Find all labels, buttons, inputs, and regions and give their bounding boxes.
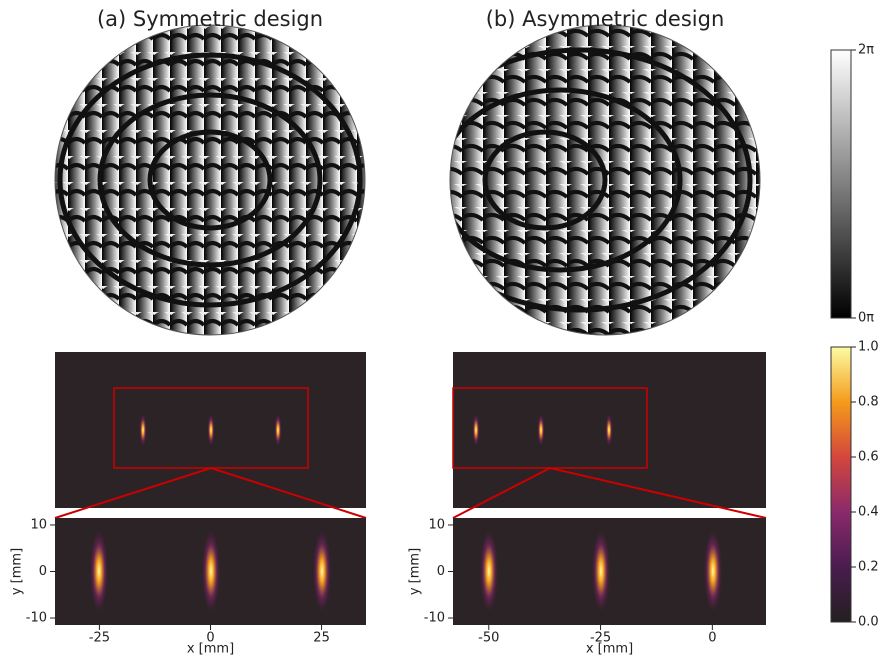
colorbar-tick-label: 0.8 (858, 395, 879, 410)
y-tick-label: 10 (428, 517, 445, 532)
colorbar-tick-label: 0.6 (858, 450, 879, 465)
intensity-colorbar (831, 347, 851, 622)
panel-title: (a) Symmetric design (97, 7, 323, 31)
figure: (a) Symmetric design -25 0 25 10 0 -10 x [mm] y … (0, 0, 881, 659)
y-axis-label: y [mm] (10, 548, 25, 595)
y-tick-label: -10 (424, 611, 445, 626)
y-tick-label: -10 (26, 611, 47, 626)
colorbar-tick-label: 0π (858, 311, 874, 326)
x-tick-label: 25 (313, 631, 330, 646)
colorbar-tick-label: 1.0 (858, 340, 879, 355)
y-axis-label: y [mm] (408, 548, 423, 595)
intensity-b (453, 352, 766, 625)
x-axis-label: x [mm] (187, 642, 234, 657)
phase-map-b (410, 25, 760, 335)
x-tick-label: -50 (478, 631, 499, 646)
x-tick-label: 0 (708, 631, 716, 646)
phase-colorbar (831, 50, 851, 318)
colorbar-tick-label: 0.2 (858, 560, 879, 575)
phase-map-a (55, 25, 365, 335)
y-tick-label: 0 (437, 564, 445, 579)
x-axis-label: x [mm] (586, 642, 633, 657)
colorbar-tick-label: 0.0 (858, 615, 879, 630)
colorbar-tick-label: 2π (858, 43, 874, 58)
colorbar-tick-label: 0.4 (858, 505, 879, 520)
y-tick-label: 10 (30, 517, 47, 532)
y-tick-label: 0 (39, 564, 47, 579)
panel-title: (b) Asymmetric design (486, 7, 725, 31)
x-tick-label: -25 (89, 631, 110, 646)
intensity-a (55, 352, 366, 625)
